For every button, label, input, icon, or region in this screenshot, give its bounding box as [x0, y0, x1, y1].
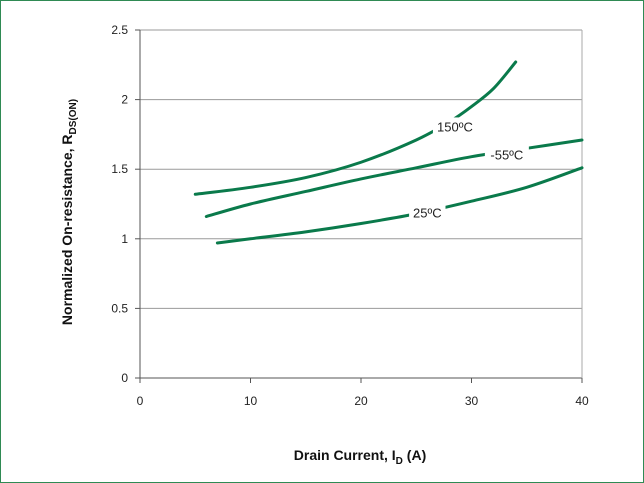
series-label-bg	[432, 117, 477, 136]
y-tick-label: 0.5	[111, 301, 128, 315]
y-tick-label: 1	[121, 232, 128, 246]
gridlines	[140, 29, 582, 309]
y-tick-label: 1.5	[111, 162, 128, 176]
x-tick-label: 40	[575, 394, 589, 408]
series-line-0	[193, 60, 518, 196]
x-axis-title: Drain Current, ID (A)	[294, 447, 426, 467]
series-label: 150ºC	[437, 119, 473, 134]
series-label-bg	[409, 203, 446, 222]
series-label: 25ºC	[413, 206, 442, 221]
x-tick-label: 30	[465, 394, 479, 408]
x-tick-label: 10	[244, 394, 258, 408]
y-tick-label: 2.5	[111, 23, 128, 37]
series-line-2	[215, 166, 584, 245]
x-tick-label: 20	[354, 394, 368, 408]
y-axis-title: Normalized On-resistance, RDS(ON)	[59, 99, 79, 325]
x-tick-label: 0	[137, 394, 144, 408]
series-label-bg	[484, 145, 529, 164]
series-label: -55ºC	[490, 147, 523, 162]
x-axis-ticks: 0 10 20 30 40	[137, 378, 589, 408]
series-labels: 150ºC -55ºC 25ºC	[409, 117, 529, 222]
y-axis-ticks: 0 0.5 1 1.5 2 2.5	[111, 23, 140, 385]
y-tick-label: 2	[121, 93, 128, 107]
y-tick-label: 0	[121, 371, 128, 385]
